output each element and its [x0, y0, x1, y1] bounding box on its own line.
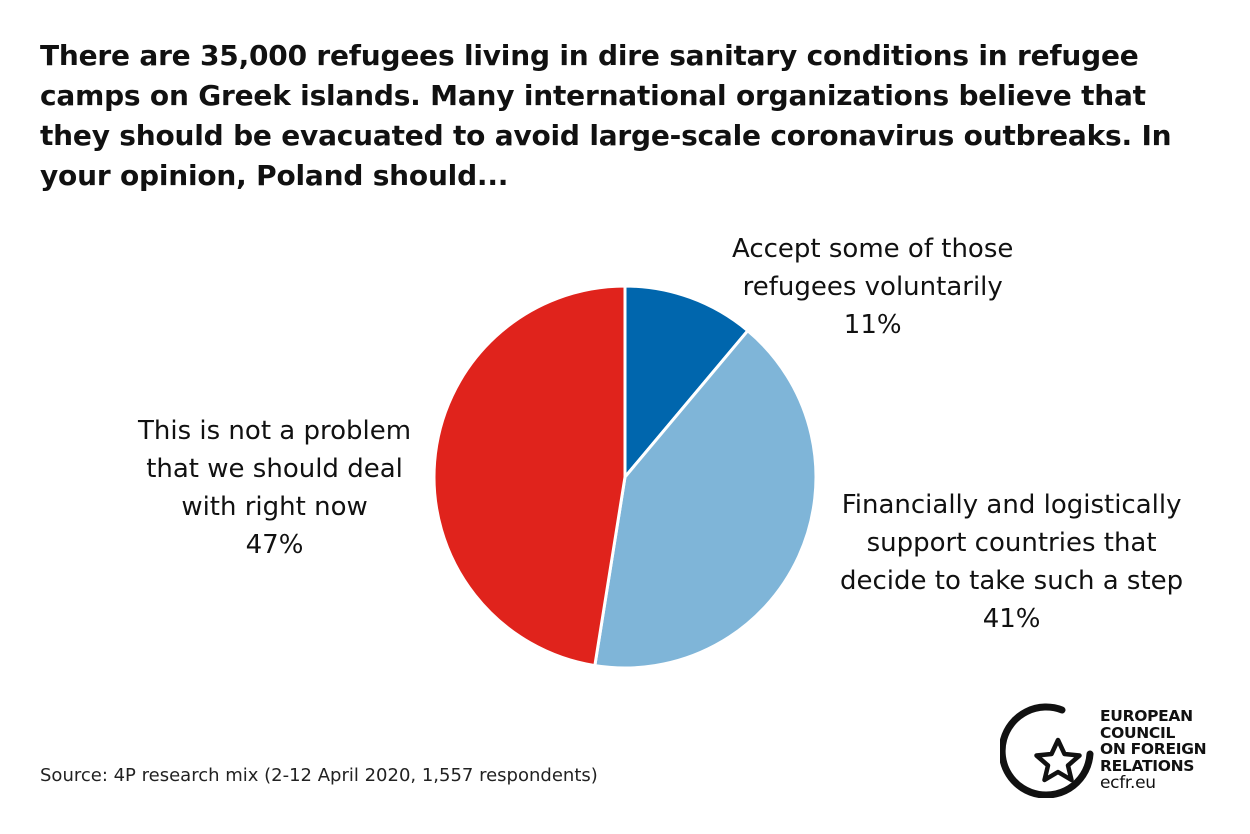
ecfr-logo: EUROPEAN COUNCIL ON FOREIGN RELATIONS ec… — [1000, 698, 1220, 810]
pie-slice-3 — [432, 284, 627, 668]
slice-label-line: decide to take such a step — [840, 566, 1184, 596]
chart-title: There are 35,000 refugees living in dire… — [40, 39, 1172, 192]
logo-line: COUNCIL — [1100, 723, 1176, 742]
logo-line: ON FOREIGN — [1100, 740, 1207, 758]
slice-value-label: 47% — [245, 530, 304, 560]
slice-label-line: This is not a problem — [138, 416, 412, 446]
slice-label-line: support countries that — [866, 528, 1157, 558]
slice-label-line: refugees voluntarily — [742, 272, 1003, 302]
slice-value-label: 11% — [843, 310, 902, 340]
star-in-circle-icon — [1000, 703, 1094, 798]
slice-label-2: Financially and logistically support coun… — [840, 486, 1183, 638]
slice-label-line: Financially and logistically — [841, 490, 1182, 520]
slice-label-line: Accept some of those — [732, 234, 1014, 264]
source-note: Source: 4P research mix (2-12 April 2020… — [40, 765, 598, 786]
slice-label-1: Accept some of those refugees voluntarily… — [732, 230, 1013, 344]
pie-slice-2 — [593, 329, 818, 670]
logo-wordmark: EUROPEAN COUNCIL ON FOREIGN RELATIONS ec… — [1100, 707, 1207, 793]
slice-label-3: This is not a problem that we should deal… — [138, 412, 411, 564]
logo-line: RELATIONS — [1100, 756, 1195, 775]
pie-slice-1 — [623, 284, 750, 479]
slice-label-line: that we should deal — [146, 454, 403, 484]
slice-label-line: with right now — [181, 492, 368, 522]
logo-url: ecfr.eu — [1100, 773, 1156, 793]
slice-value-label: 41% — [982, 604, 1041, 634]
logo-line: EUROPEAN — [1100, 707, 1193, 725]
